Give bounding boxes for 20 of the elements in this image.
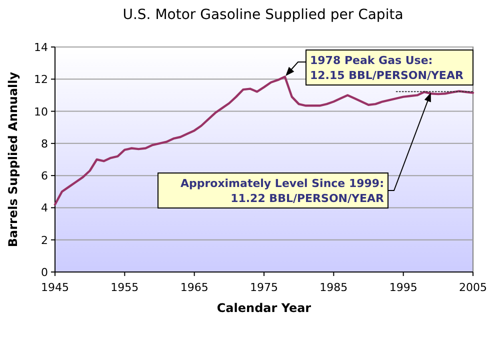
annotation: 1978 Peak Gas Use: 12.15 BBL/PERSON/YEAR: [310, 54, 464, 82]
y-tick-label: 10: [34, 105, 48, 118]
y-tick-label: 14: [34, 41, 48, 54]
y-tick-label: 8: [41, 137, 48, 150]
y-tick-label: 12: [34, 73, 48, 86]
y-tick-label: 0: [41, 266, 48, 279]
chart-title: U.S. Motor Gasoline Supplied per Capita: [122, 7, 404, 23]
y-tick-label: 6: [41, 170, 48, 183]
x-tick-label: 1995: [389, 281, 418, 294]
x-tick-label: 1945: [41, 281, 69, 294]
annotation: Approximately Level Since 1999: 11.22 BBL/PERSON/YEAR: [180, 177, 385, 205]
y-tick-label: 2: [41, 234, 48, 247]
x-tick-label: 1965: [180, 281, 208, 294]
y-axis-title: Barrels Supplied Annually: [6, 72, 20, 248]
x-tick-label: 1975: [250, 281, 278, 294]
y-tick-label: 4: [41, 202, 48, 215]
x-tick-label: 1985: [320, 281, 348, 294]
x-tick-label: 2005: [459, 281, 487, 294]
x-axis-title: Calendar Year: [216, 301, 312, 315]
x-tick-label: 1955: [110, 281, 139, 294]
